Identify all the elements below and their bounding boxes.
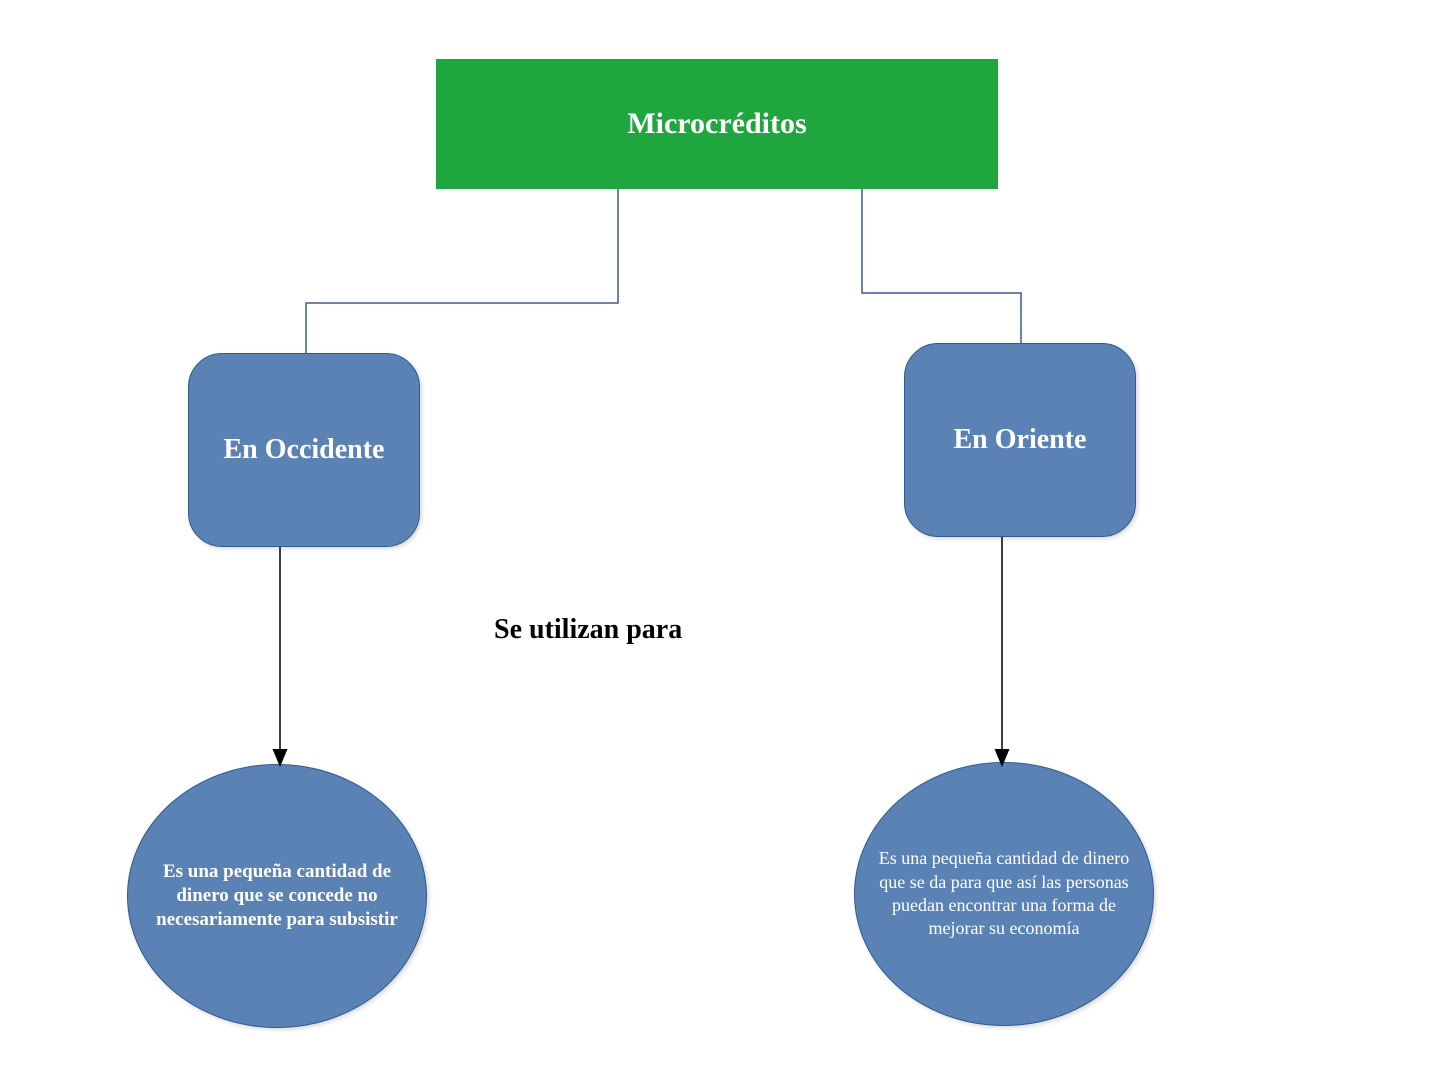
- ellipse-occidente-text: Es una pequeña cantidad de dinero que se…: [148, 860, 406, 931]
- node-occidente-label: En Occidente: [224, 434, 385, 466]
- center-label-text: Se utilizan para: [494, 614, 682, 645]
- center-label: Se utilizan para: [494, 614, 682, 646]
- title-text: Microcréditos: [627, 107, 806, 141]
- ellipse-oriente-text: Es una pequeña cantidad de dinero que se…: [875, 847, 1133, 941]
- title-box: Microcréditos: [436, 59, 998, 189]
- ellipse-occidente: Es una pequeña cantidad de dinero que se…: [127, 764, 427, 1028]
- ellipse-oriente: Es una pequeña cantidad de dinero que se…: [854, 762, 1154, 1026]
- node-oriente: En Oriente: [904, 343, 1136, 537]
- node-oriente-label: En Oriente: [954, 424, 1087, 456]
- connector-top-right: [862, 189, 1021, 343]
- connector-top-left: [306, 189, 618, 353]
- node-occidente: En Occidente: [188, 353, 420, 547]
